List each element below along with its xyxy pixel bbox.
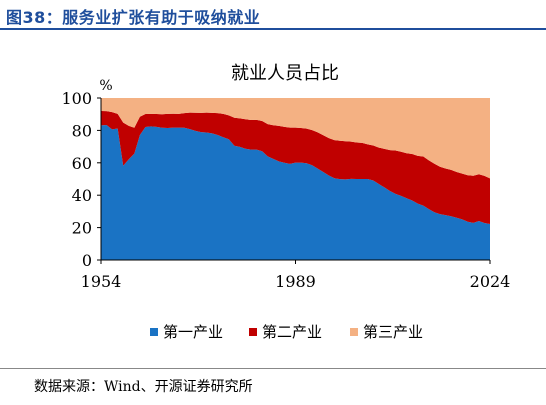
y-axis-unit-label: % <box>99 78 112 94</box>
legend-label-primary-industry: 第一产业 <box>163 323 223 341</box>
chart-title: 就业人员占比 <box>231 63 339 84</box>
axes-group: 0 20 40 60 80 100 1954 1989 2024 <box>61 89 510 291</box>
stacked-area-chart: 就业人员占比 % 0 20 40 60 80 100 1954 1989 2024 第一产业 第二… <box>61 63 510 341</box>
source-note: 数据来源：Wind、开源证券研究所 <box>34 379 253 395</box>
legend-swatch-tertiary-industry <box>350 328 358 336</box>
x-tick-label: 2024 <box>470 272 511 291</box>
area-series-group <box>101 98 490 260</box>
area-secondary-industry <box>101 110 490 225</box>
legend: 第一产业 第二产业 第三产业 <box>150 323 423 341</box>
area-primary-industry <box>101 125 490 260</box>
y-tick-label: 80 <box>72 121 92 140</box>
x-tick-label: 1954 <box>81 272 122 291</box>
figure-title: 图38：服务业扩张有助于吸纳就业 <box>6 8 261 27</box>
y-tick-label: 0 <box>82 251 92 270</box>
legend-label-secondary-industry: 第二产业 <box>262 323 322 341</box>
source-divider <box>0 368 546 369</box>
y-tick-label: 40 <box>72 186 92 205</box>
area-tertiary-industry <box>101 98 490 179</box>
y-tick-label: 20 <box>72 219 92 238</box>
y-tick-label: 60 <box>72 154 92 173</box>
x-tick-label: 1989 <box>275 272 316 291</box>
legend-swatch-secondary-industry <box>249 328 257 336</box>
legend-label-tertiary-industry: 第三产业 <box>363 323 423 341</box>
title-divider <box>0 28 546 30</box>
legend-swatch-primary-industry <box>150 328 158 336</box>
y-tick-label: 100 <box>61 89 92 108</box>
